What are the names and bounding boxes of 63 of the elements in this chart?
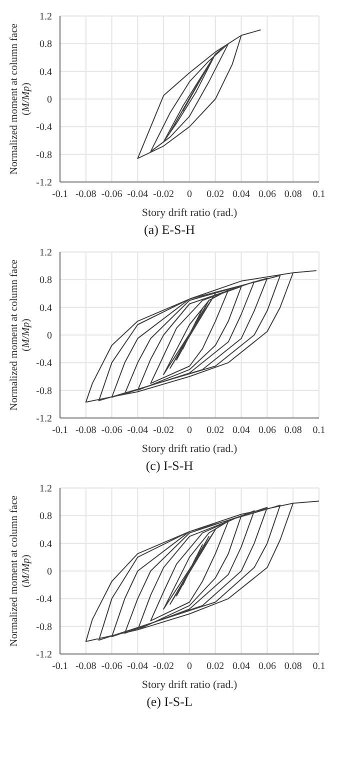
x-tick-label: 0.1 <box>312 661 326 672</box>
x-tick-label: -0.1 <box>52 189 68 200</box>
x-tick-label: 0.02 <box>206 661 224 672</box>
y-tick-label: -0.8 <box>36 150 52 161</box>
text: (e) I-S-L <box>146 694 194 710</box>
x-tick-label: -0.08 <box>75 661 96 672</box>
y-tick-label: 0.4 <box>40 302 52 314</box>
x-tick-label: 0.02 <box>206 189 224 200</box>
x-tick-label: -0.08 <box>75 189 96 200</box>
y-tick-label: -0.4 <box>36 594 52 606</box>
x-tick-label: -0.06 <box>101 425 122 436</box>
x-tick-label: -0.02 <box>153 661 174 672</box>
x-tick-label: 0.1 <box>312 189 326 200</box>
x-tick-label: 0.06 <box>258 189 276 200</box>
line-series <box>85 500 319 642</box>
x-tick-label: 0 <box>187 661 192 672</box>
y-tick-label: 0.4 <box>40 66 52 78</box>
y-tick-label: -0.8 <box>36 386 52 397</box>
x-tick-label: 0 <box>187 425 192 436</box>
x-tick-label: 0 <box>187 189 192 200</box>
x-tick-label: 0.06 <box>258 661 276 672</box>
y-tick-label: -0.4 <box>36 358 52 370</box>
y-tick-label: 1.2 <box>40 484 52 495</box>
x-tick-label: 0.08 <box>284 189 302 200</box>
x-tick-label: -0.06 <box>101 661 122 672</box>
line-series <box>85 270 317 403</box>
x-tick-label: -0.08 <box>75 425 96 436</box>
x-tick-label: 0.08 <box>284 425 302 436</box>
x-tick-label: 0.02 <box>206 425 224 436</box>
x-tick-label: 0.06 <box>258 425 276 436</box>
x-tick-label: -0.02 <box>153 189 174 200</box>
x-tick-label: -0.1 <box>52 661 68 672</box>
x-tick-label: 0.04 <box>232 189 250 200</box>
text: (a) E-S-H <box>143 222 196 238</box>
x-tick-label: -0.04 <box>127 425 148 436</box>
x-tick-label: -0.06 <box>101 189 122 200</box>
x-tick-label: 0.04 <box>232 661 250 672</box>
y-tick-label: 0 <box>47 330 52 342</box>
x-tick-label: -0.1 <box>52 425 68 436</box>
y-tick-label: 0 <box>47 94 52 106</box>
y-tick-label: 1.2 <box>40 12 52 23</box>
y-tick-label: 0.8 <box>40 275 52 286</box>
y-tick-label: 0.8 <box>40 39 52 50</box>
y-tick-label: -1.2 <box>36 178 52 189</box>
y-tick-label: -1.2 <box>36 650 52 661</box>
y-tick-label: -0.4 <box>36 122 52 134</box>
line-series <box>137 29 262 159</box>
y-tick-label: 0.4 <box>40 538 52 550</box>
x-tick-label: 0.04 <box>232 425 250 436</box>
y-tick-label: -0.8 <box>36 622 52 633</box>
y-tick-label: 1.2 <box>40 248 52 259</box>
y-tick-label: 0 <box>47 566 52 578</box>
x-tick-label: 0.1 <box>312 425 326 436</box>
x-tick-label: -0.02 <box>153 425 174 436</box>
y-tick-label: -1.2 <box>36 414 52 425</box>
y-tick-label: 0.8 <box>40 511 52 522</box>
text: (c) I-S-H <box>144 458 194 474</box>
x-axis-title: Story drift ratio (rad.) <box>142 443 238 455</box>
x-axis-title: Story drift ratio (rad.) <box>142 679 238 691</box>
x-axis-title: Story drift ratio (rad.) <box>142 207 238 219</box>
x-tick-label: -0.04 <box>127 189 148 200</box>
x-tick-label: -0.04 <box>127 661 148 672</box>
x-tick-label: 0.08 <box>284 661 302 672</box>
